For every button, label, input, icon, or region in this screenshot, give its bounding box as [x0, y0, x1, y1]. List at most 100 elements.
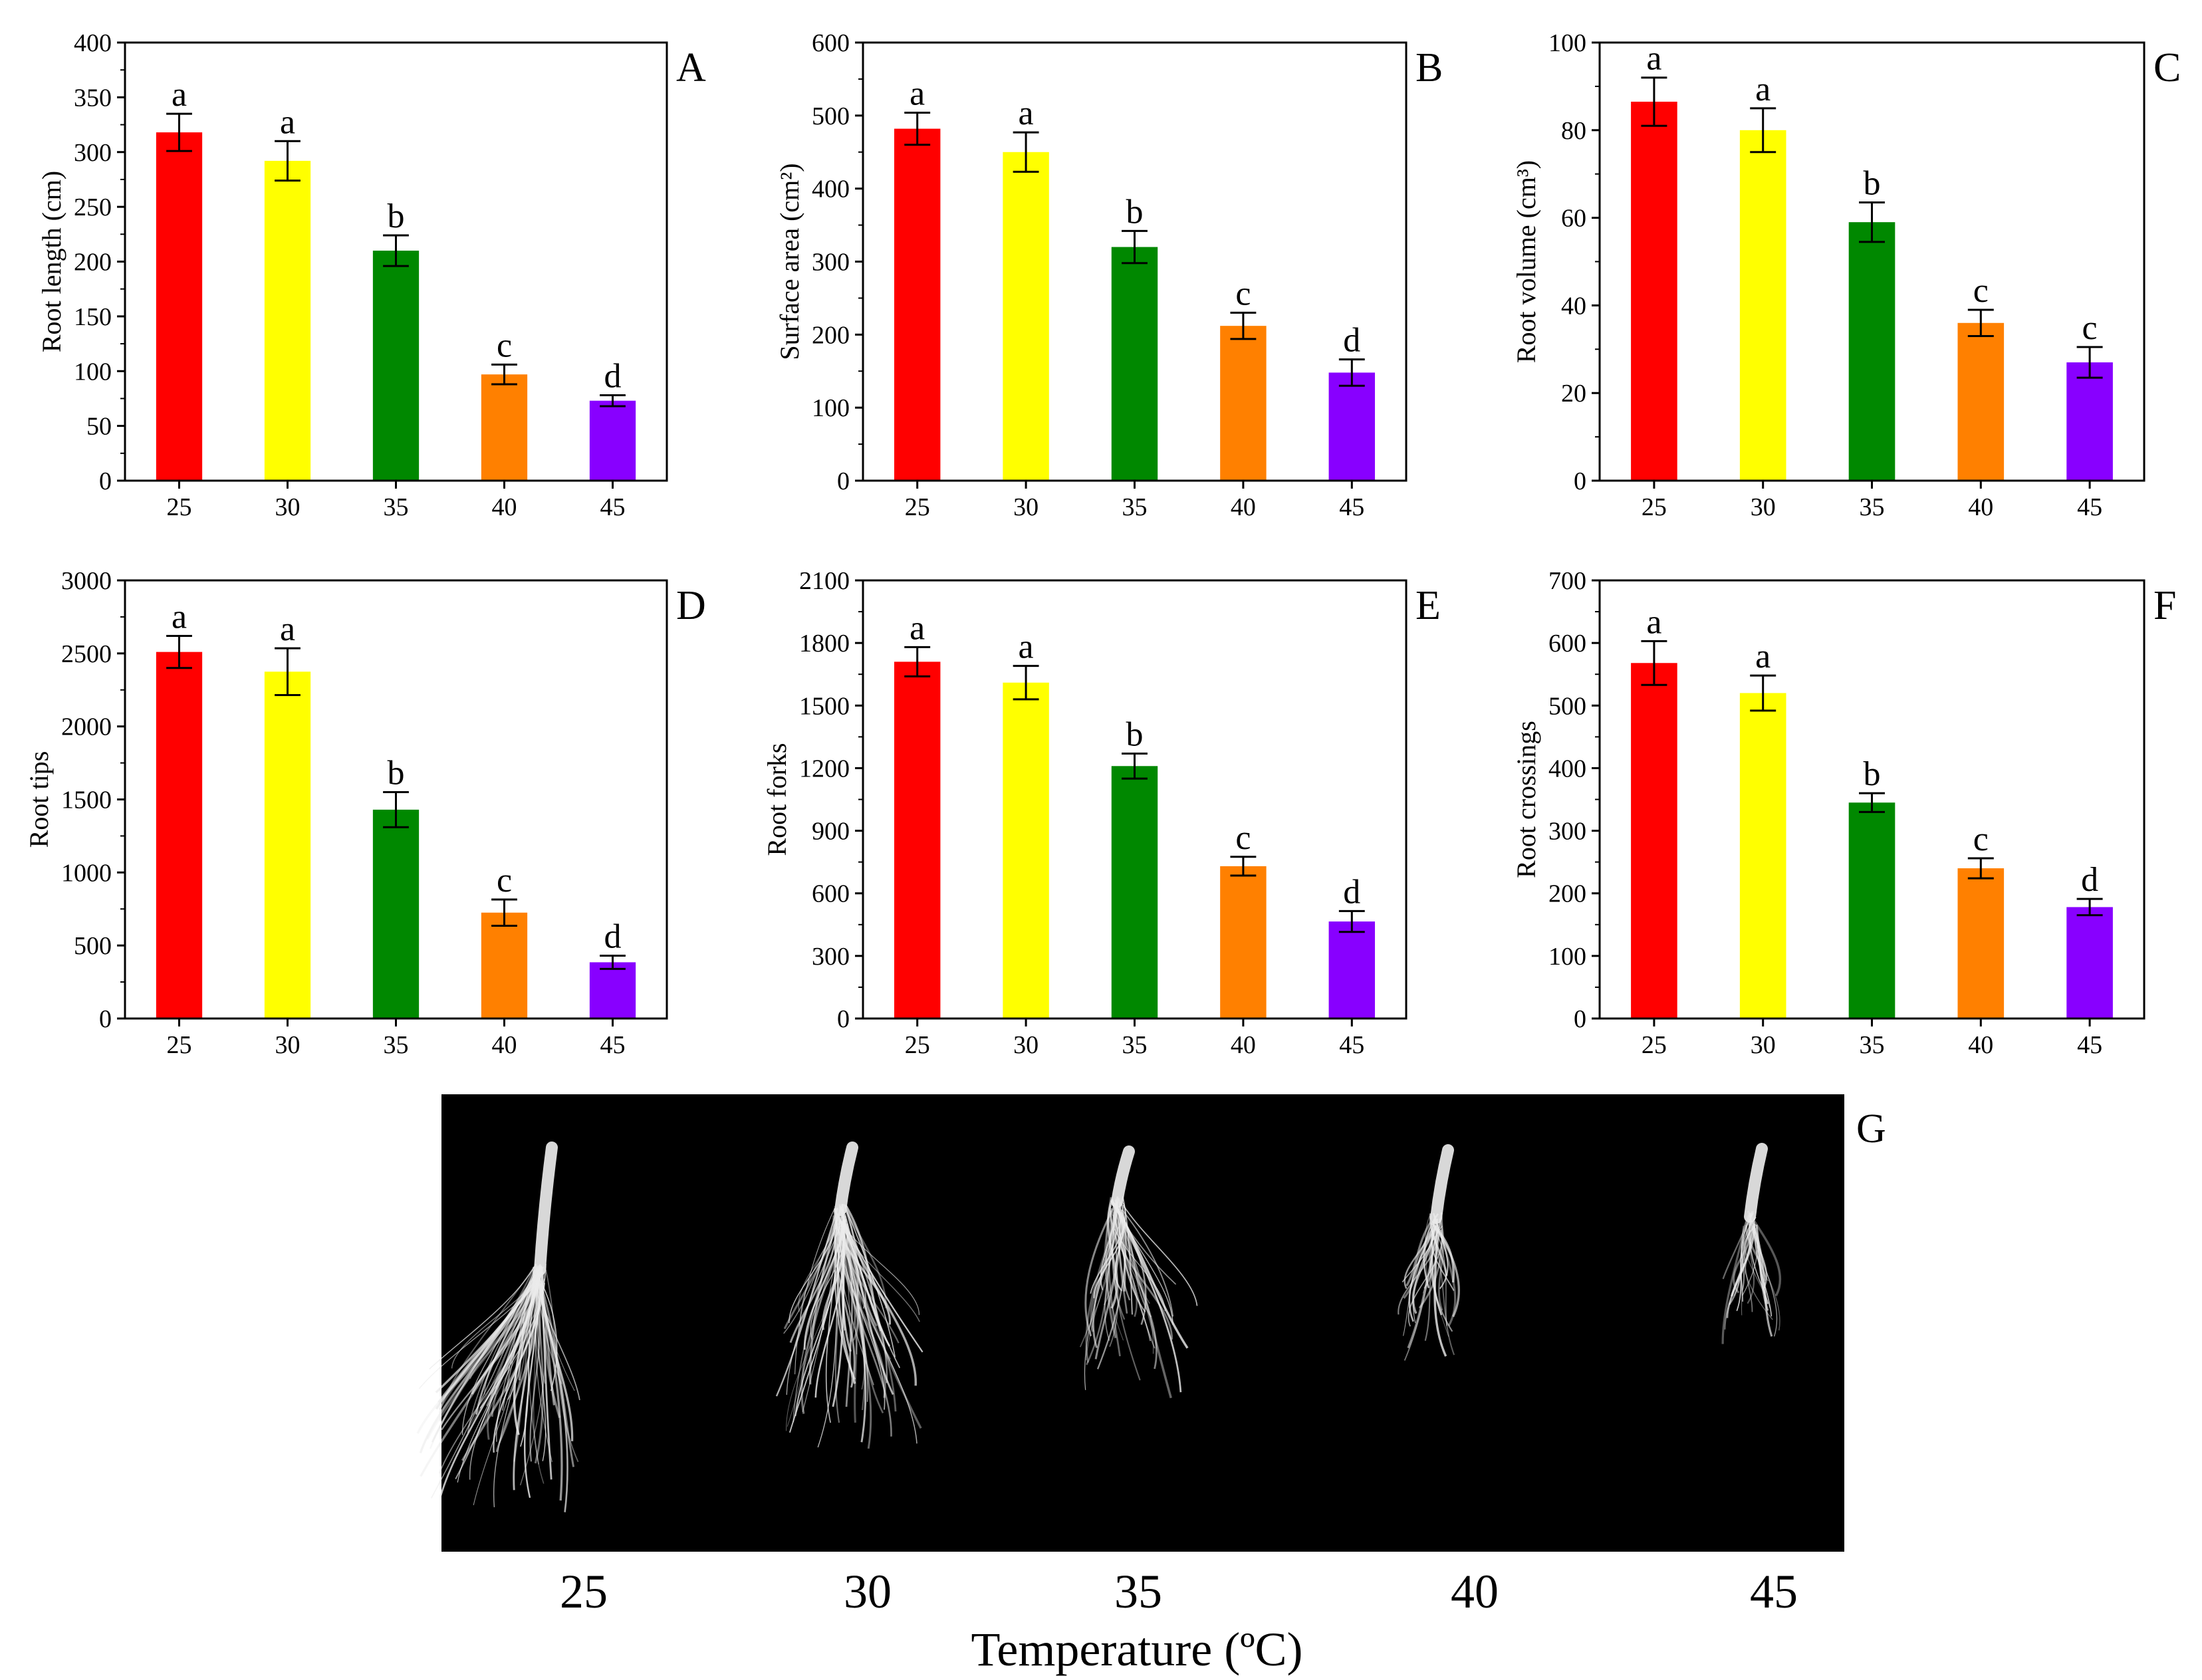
chart-panel-a: a 25 a 30 b 35 c 40 d 45 0 50 100 150 200 250 300 350 400 R… [37, 29, 706, 521]
significance-letter: d [2081, 861, 2098, 899]
bar [1739, 130, 1786, 481]
error-bar [1750, 674, 1776, 712]
root-strand [1422, 1215, 1430, 1294]
significance-letter: b [1864, 755, 1881, 793]
error-bar [1013, 665, 1039, 701]
y-tick-label: 600 [812, 880, 850, 908]
root-strand [1750, 1221, 1769, 1311]
significance-letter: a [910, 74, 925, 112]
root-strand [1079, 1211, 1115, 1348]
root-strand [441, 1274, 542, 1431]
bar [2066, 362, 2113, 481]
root-strand [1747, 1210, 1782, 1296]
temperature-label: 35 [1114, 1565, 1162, 1618]
y-tick-label: 500 [74, 932, 112, 960]
y-tick-label: 300 [74, 139, 112, 167]
root-strand [435, 1265, 543, 1410]
bar [264, 671, 311, 1019]
y-tick-label: 700 [1548, 567, 1586, 595]
y-tick-label: 20 [1561, 380, 1586, 408]
y-tick-label: 600 [1548, 630, 1586, 658]
plot-frame [862, 579, 1407, 1020]
significance-letter: a [1019, 94, 1034, 132]
y-tick-label: 0 [1574, 1005, 1586, 1033]
root-strand [499, 1268, 535, 1443]
significance-letter: b [1126, 193, 1144, 231]
x-tick-label: 30 [1013, 493, 1039, 521]
root-strand [1742, 1215, 1758, 1296]
error-bar [1013, 131, 1039, 173]
bar [1957, 868, 2005, 1019]
x-tick-label: 30 [275, 1031, 301, 1059]
error-bar [904, 646, 931, 677]
y-axis-label: Root crossings [1511, 721, 1541, 878]
root-strand [802, 1204, 841, 1412]
x-tick-label: 45 [1339, 1031, 1364, 1059]
root-strand [545, 1269, 579, 1463]
root-strand [1431, 1230, 1455, 1356]
x-tick-label: 25 [167, 1031, 192, 1059]
significance-letter: d [604, 357, 622, 395]
root-strand [1724, 1222, 1750, 1330]
error-bar [1338, 909, 1365, 933]
y-tick-label: 400 [812, 176, 850, 203]
significance-letter: d [1343, 873, 1360, 911]
root-strand [1424, 1226, 1441, 1341]
x-tick-label: 40 [1231, 493, 1256, 521]
temperature-label: 40 [1451, 1565, 1499, 1618]
root-strand [536, 1271, 575, 1467]
bar [156, 132, 203, 481]
root-strand [1122, 1205, 1198, 1306]
bar [1328, 921, 1376, 1019]
significance-letter: a [280, 103, 295, 141]
temperature-axis-title: Temperature (ºC) [971, 1623, 1302, 1676]
x-tick-label: 45 [2077, 493, 2102, 521]
y-tick-label: 600 [812, 29, 850, 57]
error-bar [1641, 76, 1667, 127]
root-strand [1429, 1215, 1453, 1332]
y-tick-label: 1500 [61, 786, 112, 814]
significance-letter: b [1864, 165, 1881, 203]
temperature-label: 30 [844, 1565, 892, 1618]
root-strand [1435, 1228, 1460, 1318]
root-strand [1753, 1222, 1778, 1337]
y-tick-label: 250 [74, 193, 112, 221]
photo-background [441, 1094, 1844, 1552]
y-axis-label: Root length (cm) [37, 171, 66, 352]
x-tick-label: 40 [492, 493, 517, 521]
root-strand [1431, 1222, 1443, 1316]
y-axis-label: Surface area (cm²) [775, 163, 804, 360]
x-tick-label: 40 [1968, 1031, 1993, 1059]
y-tick-label: 400 [74, 29, 112, 57]
error-bar [600, 955, 626, 970]
x-tick-label: 45 [600, 493, 626, 521]
plot-frame [862, 41, 1407, 482]
bar [589, 962, 636, 1019]
root-strand [1404, 1226, 1433, 1289]
root-strand [426, 1270, 544, 1440]
root-strand [825, 1215, 840, 1423]
x-tick-label: 45 [600, 1031, 626, 1059]
bar [1848, 222, 1896, 481]
bar [1631, 101, 1677, 481]
root-strand [435, 1270, 543, 1393]
root-strand [1418, 1212, 1443, 1309]
y-axis-label: Root volume (cm³) [1511, 160, 1541, 363]
root-strand [1122, 1209, 1174, 1317]
significance-letter: b [1126, 715, 1144, 753]
root-strand [1107, 1198, 1118, 1309]
significance-letter: a [1755, 638, 1771, 675]
error-bar [275, 140, 301, 182]
y-tick-label: 3000 [61, 567, 112, 595]
root-strand [789, 1208, 838, 1344]
root-strand [429, 1266, 535, 1449]
significance-letter: d [604, 918, 622, 956]
chart-panel-f: a 25 a 30 b 35 c 40 d 45 0 100 200 300 400 500 600 700 Roo… [1511, 567, 2176, 1059]
root-strand [783, 1206, 843, 1334]
error-bar [2076, 346, 2103, 379]
bar [1003, 152, 1049, 481]
error-bar [491, 898, 517, 927]
root-system [1721, 1143, 1782, 1344]
significance-letter: a [172, 76, 187, 114]
